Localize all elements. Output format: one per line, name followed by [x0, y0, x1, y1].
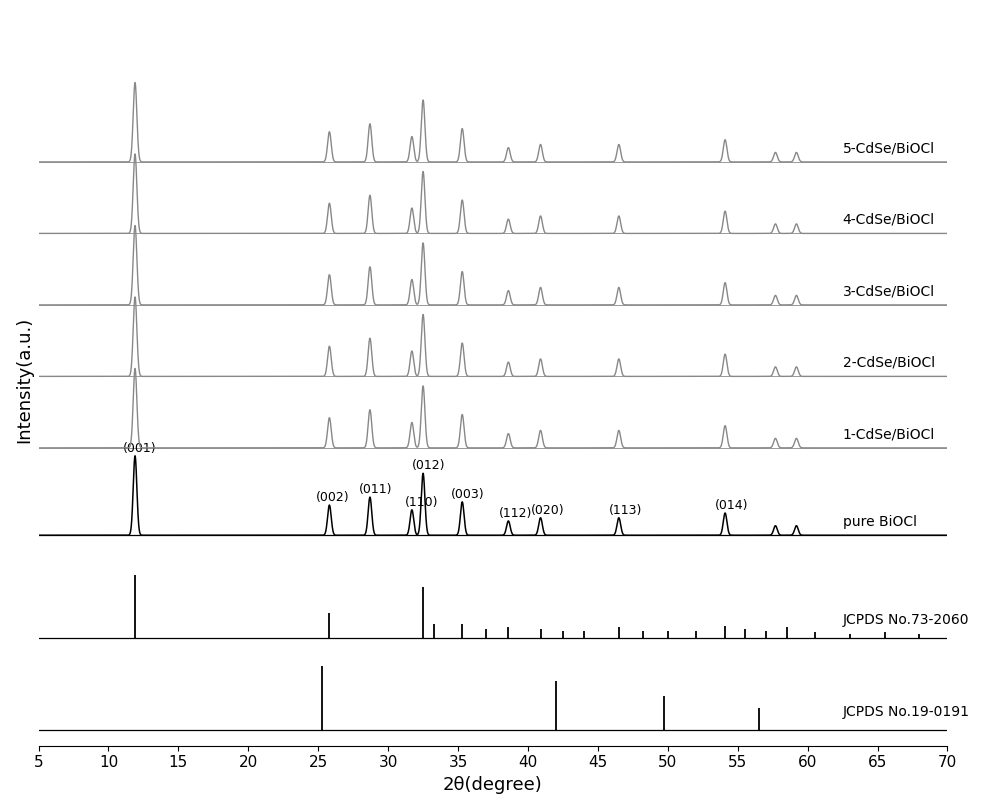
Text: JCPDS No.73-2060: JCPDS No.73-2060	[843, 613, 969, 627]
Text: 1-CdSe/BiOCl: 1-CdSe/BiOCl	[843, 427, 935, 442]
Text: 5-CdSe/BiOCl: 5-CdSe/BiOCl	[843, 142, 935, 155]
Text: (012): (012)	[412, 460, 445, 472]
Text: (113): (113)	[609, 504, 642, 517]
Text: pure BiOCl: pure BiOCl	[843, 515, 917, 529]
X-axis label: 2θ(degree): 2θ(degree)	[443, 776, 543, 794]
Text: (011): (011)	[359, 483, 392, 496]
Text: (001): (001)	[122, 442, 156, 455]
Text: (002): (002)	[315, 491, 349, 504]
Text: 2-CdSe/BiOCl: 2-CdSe/BiOCl	[843, 356, 935, 370]
Text: 4-CdSe/BiOCl: 4-CdSe/BiOCl	[843, 213, 935, 227]
Text: (110): (110)	[405, 496, 438, 509]
Text: 3-CdSe/BiOCl: 3-CdSe/BiOCl	[843, 285, 935, 299]
Text: (112): (112)	[499, 507, 532, 520]
Y-axis label: Intensity(a.u.): Intensity(a.u.)	[15, 317, 33, 443]
Text: (003): (003)	[451, 488, 485, 501]
Text: (014): (014)	[715, 499, 749, 512]
Text: (020): (020)	[531, 504, 564, 517]
Text: JCPDS No.19-0191: JCPDS No.19-0191	[843, 705, 970, 718]
